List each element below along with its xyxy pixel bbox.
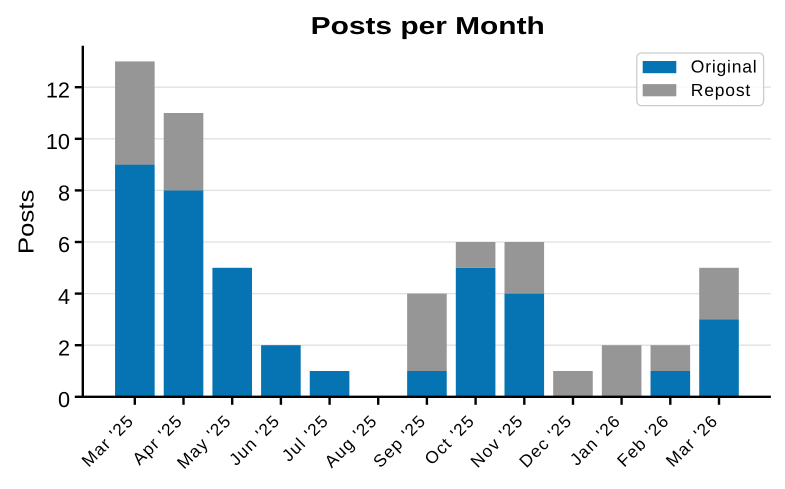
svg-text:10: 10 <box>46 129 70 154</box>
svg-text:6: 6 <box>58 232 70 257</box>
svg-text:12: 12 <box>46 77 70 102</box>
svg-text:4: 4 <box>58 284 70 309</box>
svg-text:2: 2 <box>58 335 70 360</box>
svg-text:Posts per Month: Posts per Month <box>311 13 545 40</box>
svg-text:0: 0 <box>58 387 70 412</box>
svg-text:Original: Original <box>691 57 758 77</box>
svg-text:Repost: Repost <box>691 80 751 100</box>
svg-text:Posts: Posts <box>14 189 39 254</box>
svg-text:8: 8 <box>58 181 70 206</box>
